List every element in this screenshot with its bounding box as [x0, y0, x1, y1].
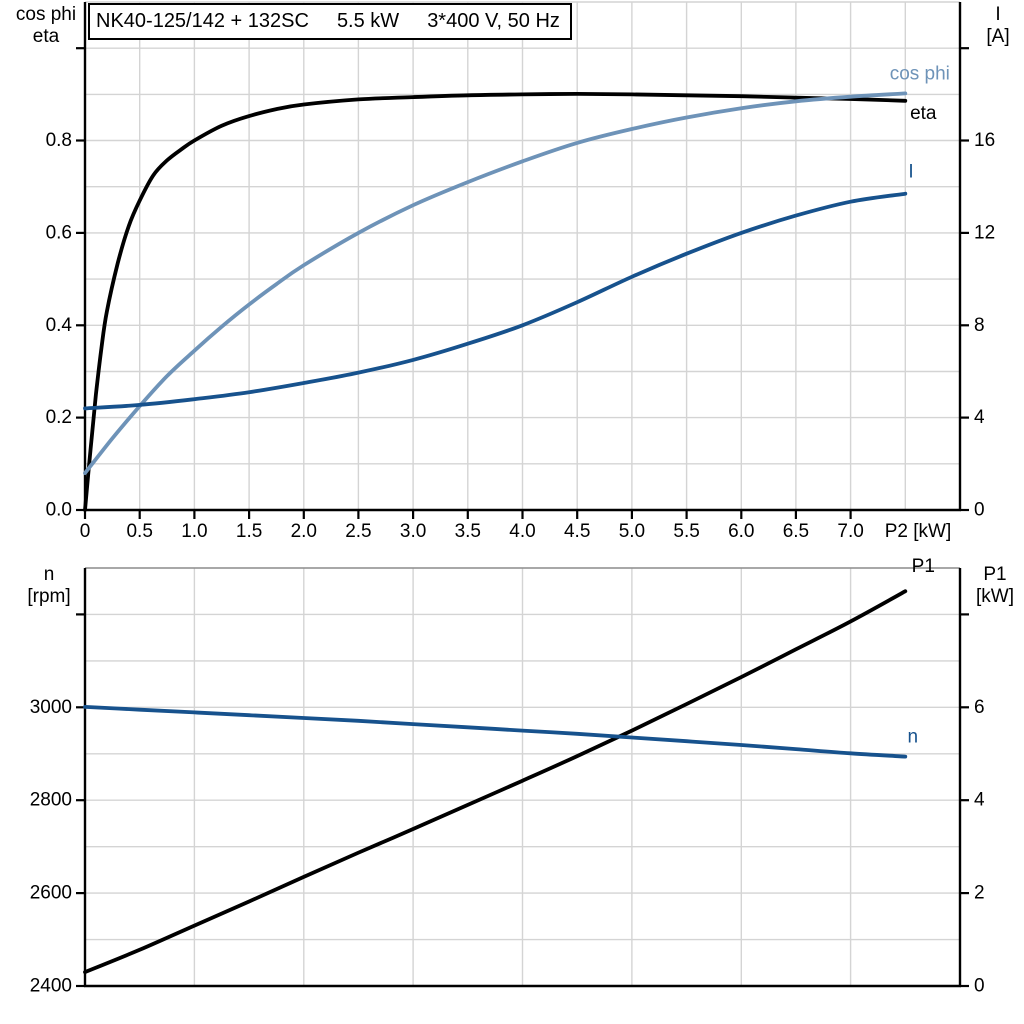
series-label-P1: P1 — [912, 556, 935, 577]
chart-speed-and-input-power-vs-shaft-power: 2400 2600 2800 3000 0 2 4 6 P1 n — [30, 556, 985, 996]
cos-phi-axis-label: cos phi — [15, 4, 77, 25]
left-tick-label: 0.2 — [46, 407, 72, 428]
x-tick-label: 0.5 — [126, 521, 152, 542]
left-tick-label: 0.6 — [46, 222, 72, 243]
series-curve-eta — [83, 92, 908, 512]
right-tick-label: 4 — [974, 407, 985, 428]
x-tick-label: 7.0 — [837, 521, 863, 542]
voltage-frequency-label: 3*400 V, 50 Hz — [427, 10, 560, 32]
right-tick-label: 4 — [974, 790, 985, 811]
current-axis-unit: [A] — [986, 26, 1010, 47]
left-tick-label: 2400 — [30, 976, 72, 997]
right-tick-label: 16 — [974, 130, 995, 151]
right-tick-label: 2 — [974, 883, 985, 904]
series-label-n: n — [908, 726, 919, 747]
series-curve-cos-phi — [83, 91, 908, 475]
x-tick-label: 4.0 — [509, 521, 535, 542]
x-axis-unit-label: P2 [kW] — [885, 521, 952, 542]
right-tick-label: 12 — [974, 222, 995, 243]
series-curve-P1 — [83, 589, 908, 974]
left-tick-label: 0.8 — [46, 130, 72, 151]
x-tick-label: 2.0 — [291, 521, 317, 542]
gridlines — [85, 568, 960, 986]
right-tick-label: 8 — [974, 315, 985, 336]
motor-power-label: 5.5 kW — [336, 10, 400, 32]
tick-labels: 0.0 0.2 0.4 0.6 0.8 0 4 8 12 16 0 0.5 1.0 1.5 2.0 2.5 3.… — [46, 47, 995, 542]
bottom-chart-left-axis-header: n [rpm] — [9, 564, 89, 608]
x-tick-label: 6.5 — [783, 521, 809, 542]
left-tick-label: 0.0 — [46, 500, 72, 521]
tick-labels: 2400 2600 2800 3000 0 2 4 6 — [30, 613, 985, 997]
x-tick-label: 1.0 — [181, 521, 207, 542]
top-chart-left-axis-header: cos phi eta — [6, 4, 86, 48]
x-tick-label: 3.5 — [455, 521, 481, 542]
x-tick-label: 5.5 — [673, 521, 699, 542]
left-tick-label: 3000 — [30, 697, 72, 718]
left-tick-label: 2600 — [30, 883, 72, 904]
chart-efficiency-cosphi-current-vs-shaft-power: 0.0 0.2 0.4 0.6 0.8 0 4 8 12 16 0 0.5 1.0 1.5 2.0 2.5 3.… — [46, 1, 995, 542]
x-tick-label: 5.0 — [619, 521, 645, 542]
right-tick-label: 0 — [974, 976, 985, 997]
x-tick-label: 3.0 — [400, 521, 426, 542]
series-curve-I — [83, 191, 908, 411]
gridlines — [85, 1, 960, 510]
right-tick-label: 0 — [974, 500, 985, 521]
left-tick-label: 2800 — [30, 790, 72, 811]
series-label-I: I — [908, 162, 913, 183]
series-curve-n — [83, 705, 908, 759]
top-chart-right-axis-header: I [A] — [975, 4, 1021, 48]
current-axis-label: I — [995, 4, 1001, 25]
eta-axis-label: eta — [32, 26, 60, 47]
x-tick-label: 4.5 — [564, 521, 590, 542]
left-tick-label: 0.4 — [46, 315, 73, 336]
chart-title-box: NK40-125/142 + 132SC 5.5 kW 3*400 V, 50 … — [88, 3, 572, 40]
speed-axis-unit: [rpm] — [27, 586, 71, 607]
series-label-eta: eta — [910, 103, 937, 124]
input-power-axis-label: P1 — [983, 564, 1007, 585]
right-tick-label: 6 — [974, 697, 985, 718]
input-power-axis-unit: [kW] — [976, 586, 1014, 607]
x-tick-label: 6.0 — [728, 521, 754, 542]
bottom-chart-right-axis-header: P1 [kW] — [966, 564, 1024, 608]
x-tick-label: 0 — [80, 521, 91, 542]
x-tick-label: 2.5 — [345, 521, 371, 542]
pump-model-label: NK40-125/142 + 132SC — [96, 10, 309, 32]
axes-frame — [83, 567, 962, 988]
x-tick-label: 1.5 — [236, 521, 262, 542]
speed-axis-label: n — [43, 564, 55, 585]
series-label-cos-phi: cos phi — [890, 64, 950, 85]
